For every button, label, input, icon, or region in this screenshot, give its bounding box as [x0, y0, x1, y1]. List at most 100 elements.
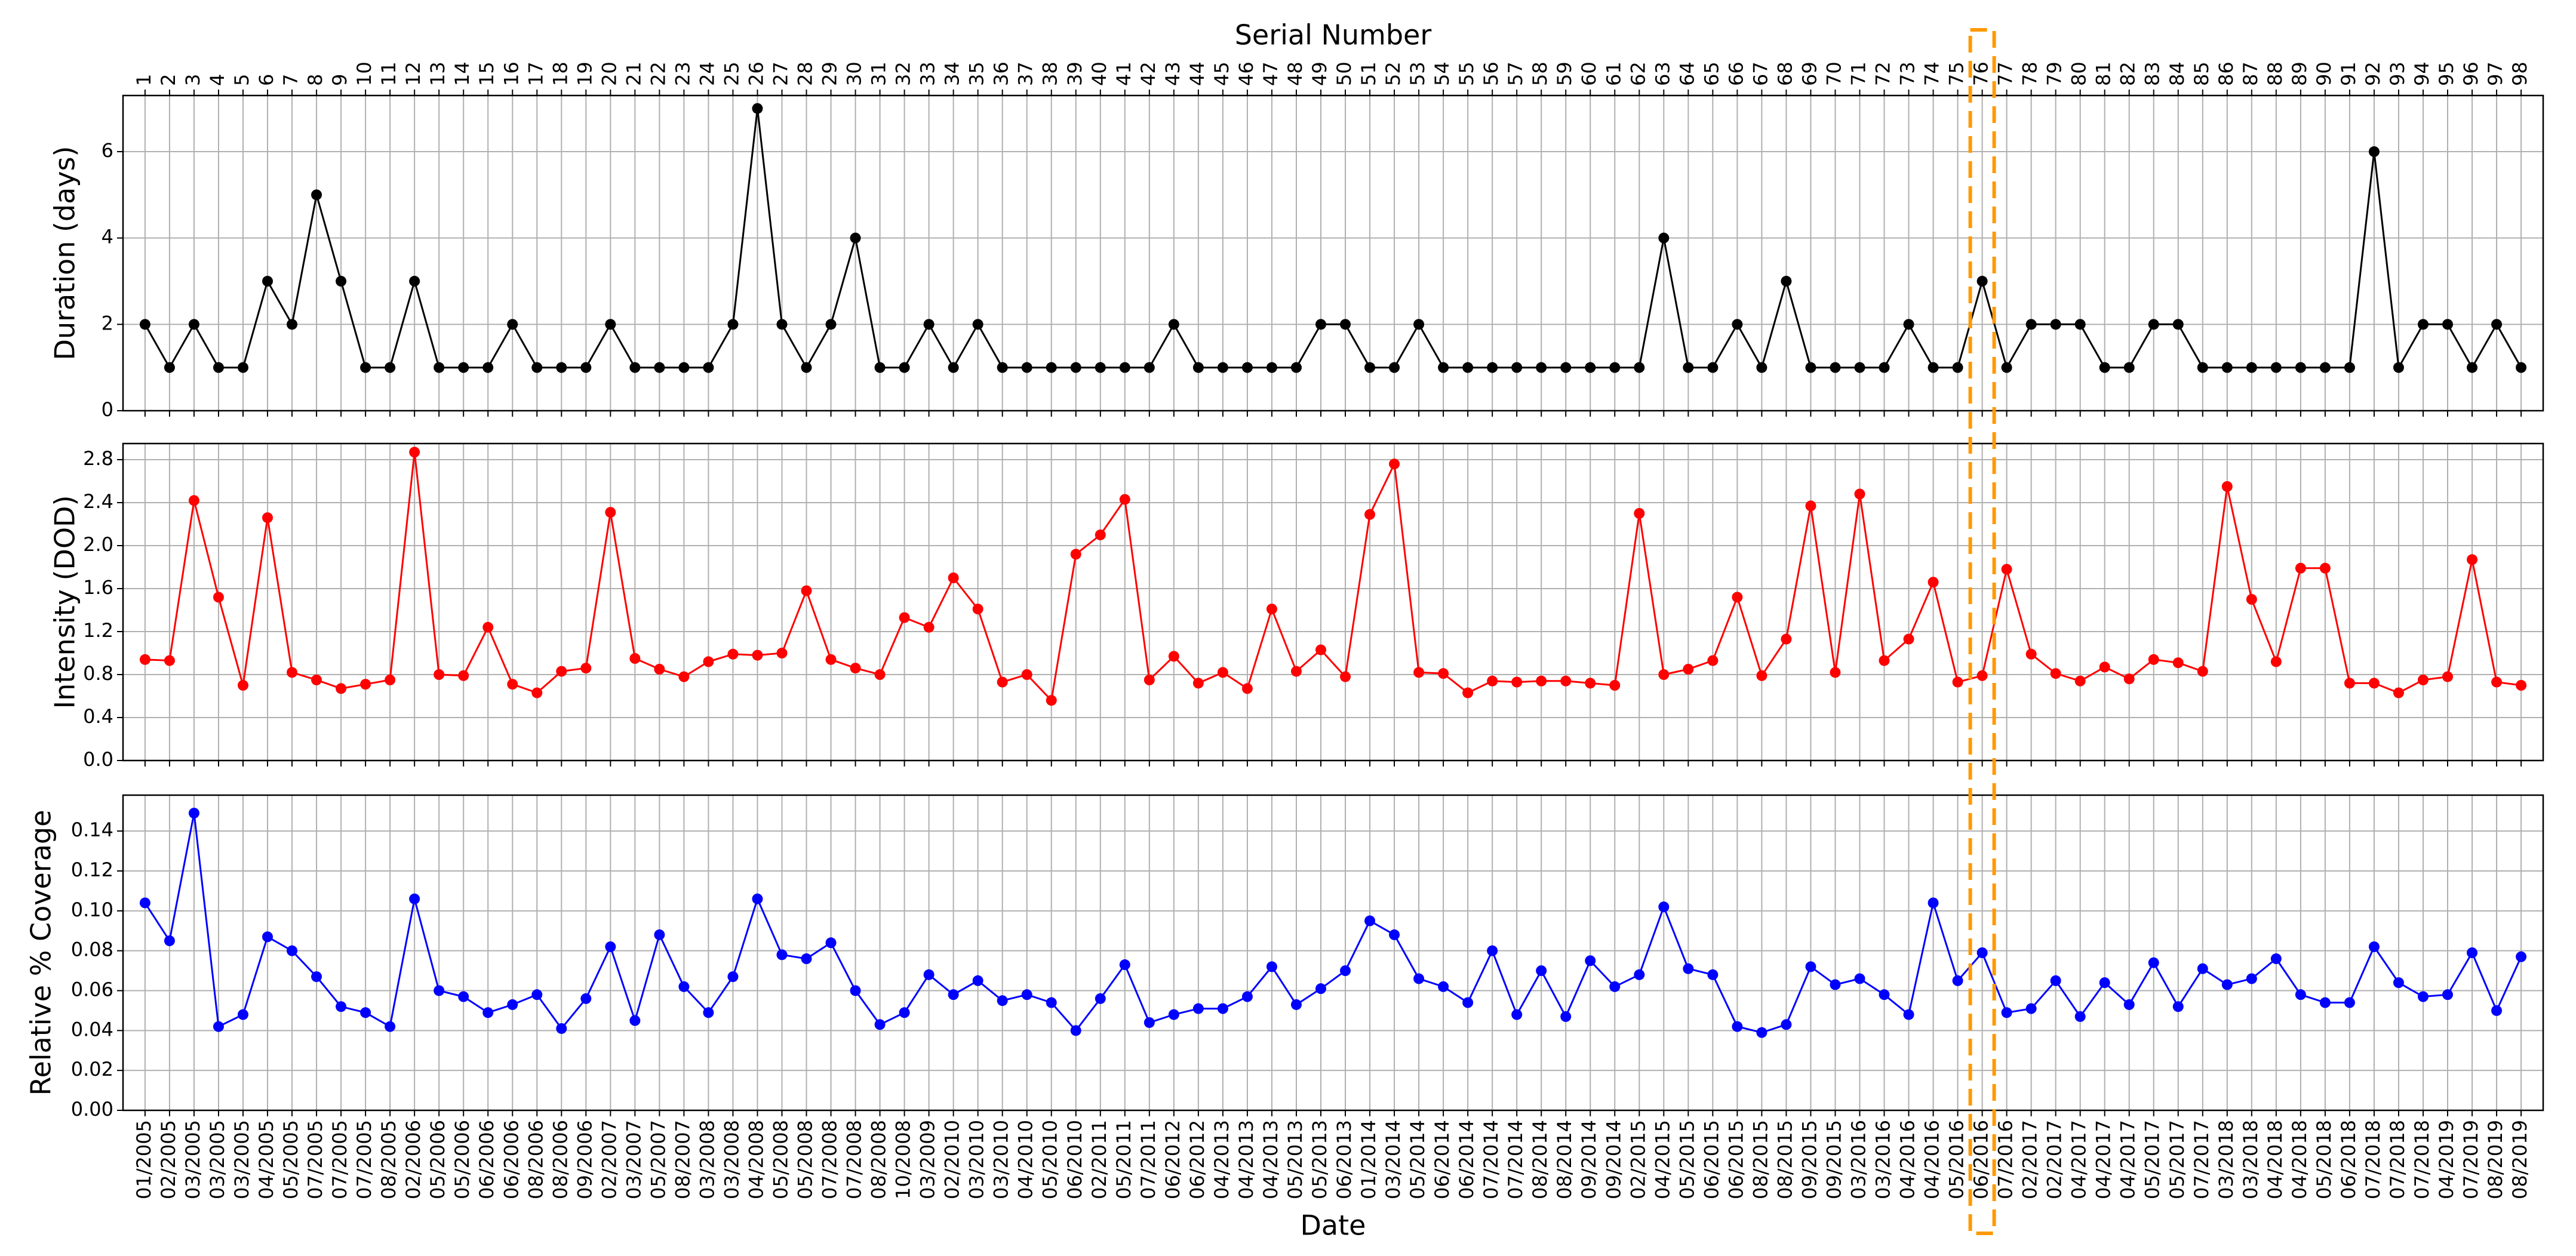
y-tick-label: 0.04 [71, 1018, 113, 1040]
x-tick-label: 03/2009 [917, 1120, 939, 1199]
point [1952, 975, 1963, 986]
top-tick-label: 52 [1382, 61, 1404, 86]
point [1119, 362, 1130, 373]
point [1462, 687, 1474, 698]
point [1756, 1027, 1767, 1038]
point [2197, 362, 2208, 373]
y-tick-label: 0.02 [71, 1058, 113, 1080]
top-tick-label: 76 [1970, 61, 1993, 86]
point [1805, 961, 1816, 972]
top-tick-label: 83 [2141, 61, 2164, 86]
point [1119, 959, 1130, 971]
point [507, 679, 518, 690]
top-tick-label: 93 [2386, 61, 2409, 86]
x-tick-label: 04/2015 [1651, 1120, 1674, 1199]
point [1046, 997, 1057, 1008]
point [997, 676, 1008, 688]
point [1315, 644, 1326, 655]
plot-frame [122, 442, 2544, 762]
top-tick-label: 26 [745, 61, 767, 86]
point [629, 362, 641, 373]
point [1266, 961, 1277, 972]
point [1070, 549, 1081, 560]
point [580, 993, 592, 1004]
point [2295, 562, 2306, 574]
top-tick-label: 66 [1724, 61, 1747, 86]
x-tick-label: 03/2018 [2215, 1120, 2237, 1199]
point [409, 276, 420, 287]
point [1511, 362, 1523, 373]
point [409, 893, 420, 904]
x-tick-label: 05/2006 [426, 1120, 449, 1199]
point [1168, 319, 1179, 330]
x-tick-label: 08/2015 [1773, 1120, 1796, 1199]
x-tick-label: 04/2017 [2092, 1120, 2115, 1199]
top-tick-label: 65 [1700, 61, 1723, 86]
point [948, 572, 959, 583]
point [1879, 989, 1890, 1001]
point [678, 981, 690, 992]
top-tick-label: 54 [1431, 61, 1453, 86]
point [507, 319, 518, 330]
point [287, 945, 298, 956]
x-tick-label: 08/2007 [671, 1120, 694, 1199]
x-tick-label: 07/2011 [1137, 1120, 1160, 1199]
point [1830, 979, 1841, 990]
point [164, 935, 175, 946]
plot-frame [122, 94, 2544, 412]
x-tick-label: 07/2018 [2362, 1120, 2384, 1199]
x-tick-label: 06/2014 [1455, 1120, 1478, 1199]
point [1609, 362, 1621, 373]
top-tick-label: 60 [1578, 61, 1600, 86]
top-tick-label: 77 [1994, 61, 2017, 86]
point [2246, 362, 2257, 373]
point [1070, 362, 1081, 373]
top-tick-label: 72 [1872, 61, 1895, 86]
point [1389, 362, 1400, 373]
point [1266, 604, 1277, 615]
point [1119, 494, 1130, 505]
x-tick-label: 07/2017 [2190, 1120, 2213, 1199]
point [1266, 362, 1277, 373]
point [2417, 991, 2429, 1002]
point [1168, 1009, 1179, 1020]
y-tick-label: 0.0 [83, 748, 113, 771]
x-tick-label: 02/2010 [941, 1120, 964, 1199]
point [385, 1021, 396, 1032]
top-tick-label: 64 [1676, 61, 1698, 86]
point [2197, 963, 2208, 974]
point [188, 808, 199, 819]
y-axis-label: Duration (days) [49, 146, 81, 361]
top-tick-label: 35 [966, 61, 988, 86]
point [2074, 319, 2086, 330]
x-tick-label: 07/2016 [1994, 1120, 2017, 1199]
x-tick-label: 03/2005 [182, 1120, 204, 1199]
point [1781, 1019, 1792, 1030]
point [2050, 319, 2061, 330]
point [1805, 362, 1816, 373]
point [1217, 667, 1228, 678]
point [507, 999, 518, 1010]
point [385, 675, 396, 685]
x-tick-label: 06/2010 [1063, 1120, 1086, 1199]
point [2295, 989, 2306, 1001]
point [2393, 687, 2404, 698]
top-tick-label: 31 [868, 61, 890, 86]
point [1095, 530, 1106, 540]
point [188, 495, 199, 506]
x-tick-label: 06/2014 [1431, 1120, 1453, 1199]
top-tick-label: 71 [1847, 61, 1870, 86]
point [1241, 683, 1253, 694]
point [2368, 678, 2380, 689]
point [1658, 232, 1670, 244]
x-tick-label: 09/2015 [1822, 1120, 1845, 1199]
point [1070, 1025, 1081, 1036]
point [434, 669, 445, 680]
y-tick-label: 0.8 [83, 662, 113, 685]
top-tick-label: 87 [2239, 61, 2262, 86]
point [2221, 979, 2233, 990]
point [825, 654, 837, 665]
point [629, 653, 641, 664]
point [874, 669, 886, 680]
